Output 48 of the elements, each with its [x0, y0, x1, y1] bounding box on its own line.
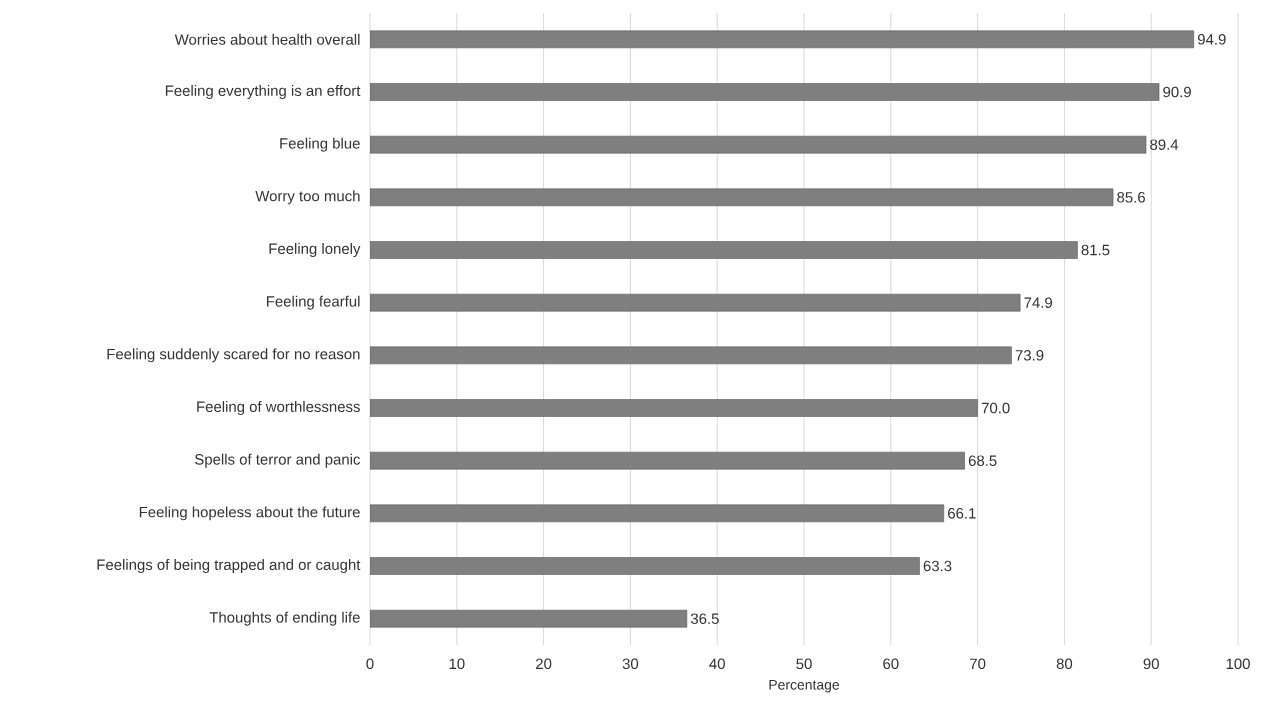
data-label: 73.9: [1015, 350, 1044, 361]
y-tick-label: Worry too much: [255, 190, 360, 205]
bar: [370, 188, 1114, 207]
y-tick-label: Feeling hopeless about the future: [139, 506, 360, 521]
x-tick-label: 30: [622, 658, 639, 670]
y-tick-label: Feeling suddenly scared for no reason: [107, 348, 360, 363]
x-tick-label: 90: [1143, 658, 1159, 670]
x-tick-label: 60: [883, 658, 899, 670]
data-label: 85.6: [1117, 192, 1145, 203]
x-tick-label: 70: [970, 658, 986, 670]
x-tick-label: 0: [366, 658, 374, 670]
data-label: 74.9: [1024, 297, 1053, 308]
x-tick-label: 100: [1226, 658, 1250, 670]
bar: [370, 399, 978, 417]
data-label: 94.9: [1197, 34, 1226, 45]
y-tick-label: Feeling everything is an effort: [165, 85, 361, 99]
y-tick-label: Feeling fearful: [267, 295, 360, 310]
y-tick-label: Spells of terror and panic: [195, 453, 361, 468]
y-tick-label: Feelings of being trapped and or caught: [97, 559, 361, 573]
data-label: 66.1: [948, 508, 976, 519]
bar: [370, 30, 1195, 49]
bar: [370, 83, 1160, 101]
data-label: 36.5: [690, 613, 719, 624]
y-tick-label: Feeling of worthlessness: [197, 401, 360, 415]
data-label: 70.0: [981, 402, 1010, 414]
y-tick-label: Worries about health overall: [174, 33, 360, 45]
x-tick-label: 50: [796, 658, 812, 670]
data-label: 63.3: [923, 560, 952, 572]
y-tick-label: Feeling blue: [280, 137, 360, 152]
data-label: 89.4: [1150, 139, 1179, 150]
y-tick-label: Thoughts of ending life: [209, 611, 360, 626]
bar: [370, 293, 1021, 312]
x-tick-label: 10: [449, 658, 465, 670]
x-tick-label: 40: [709, 658, 725, 670]
bar: [370, 241, 1078, 259]
bar: [370, 609, 688, 628]
x-tick-label: 20: [536, 658, 552, 670]
bar: [370, 557, 920, 575]
x-tick-label: 80: [1056, 658, 1073, 670]
bar: [370, 135, 1147, 154]
data-label: 68.5: [968, 455, 997, 466]
y-tick-label: Feeling lonely: [269, 243, 361, 257]
bar: [370, 451, 965, 470]
x-axis-title: Percentage: [769, 679, 840, 693]
bar: [370, 504, 945, 523]
data-label: 81.5: [1081, 244, 1110, 256]
data-label: 90.9: [1163, 86, 1191, 98]
bar: [370, 346, 1012, 365]
